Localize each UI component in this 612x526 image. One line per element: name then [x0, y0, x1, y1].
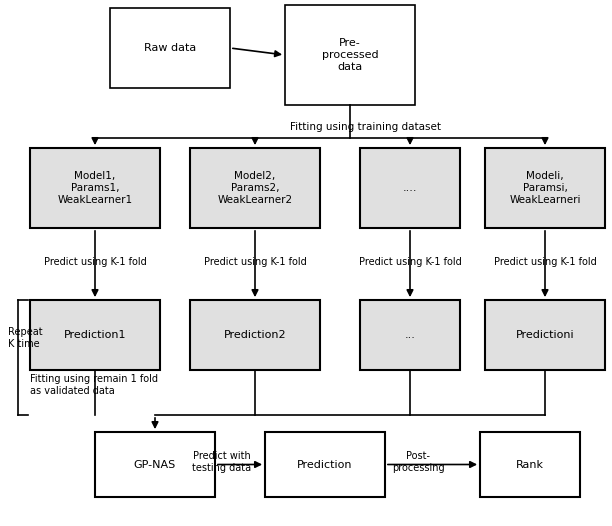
Text: Model2,
Params2,
WeakLearner2: Model2, Params2, WeakLearner2: [217, 171, 293, 205]
Text: ...: ...: [405, 330, 416, 340]
Bar: [485, 148, 605, 228]
Text: Fitting using training dataset: Fitting using training dataset: [289, 122, 441, 132]
Text: Rank: Rank: [516, 460, 544, 470]
Text: Prediction: Prediction: [297, 460, 353, 470]
Text: Predict with
testing data: Predict with testing data: [192, 451, 252, 473]
Text: Prediction1: Prediction1: [64, 330, 126, 340]
Text: Predict using K-1 fold: Predict using K-1 fold: [43, 257, 146, 267]
Text: Repeat
K time: Repeat K time: [8, 327, 43, 349]
Text: Prediction2: Prediction2: [224, 330, 286, 340]
Text: Model1,
Params1,
WeakLearner1: Model1, Params1, WeakLearner1: [58, 171, 133, 205]
Text: GP-NAS: GP-NAS: [134, 460, 176, 470]
Bar: [285, 5, 415, 105]
Text: Predict using K-1 fold: Predict using K-1 fold: [359, 257, 461, 267]
Text: Fitting using remain 1 fold
as validated data: Fitting using remain 1 fold as validated…: [30, 374, 158, 396]
Bar: [190, 300, 320, 370]
Text: ....: ....: [403, 183, 417, 193]
Bar: [485, 300, 605, 370]
Bar: [360, 148, 460, 228]
Text: Raw data: Raw data: [144, 43, 196, 53]
Text: Predictioni: Predictioni: [516, 330, 574, 340]
Text: Predict using K-1 fold: Predict using K-1 fold: [204, 257, 307, 267]
Bar: [110, 8, 230, 88]
Text: Predict using K-1 fold: Predict using K-1 fold: [494, 257, 596, 267]
Bar: [360, 300, 460, 370]
Bar: [265, 432, 385, 497]
Text: Pre-
processed
data: Pre- processed data: [322, 38, 378, 72]
Text: Modeli,
Paramsi,
WeakLearneri: Modeli, Paramsi, WeakLearneri: [509, 171, 581, 205]
Bar: [95, 432, 215, 497]
Bar: [30, 300, 160, 370]
Bar: [30, 148, 160, 228]
Bar: [190, 148, 320, 228]
Bar: [480, 432, 580, 497]
Text: Post-
processing: Post- processing: [392, 451, 444, 473]
